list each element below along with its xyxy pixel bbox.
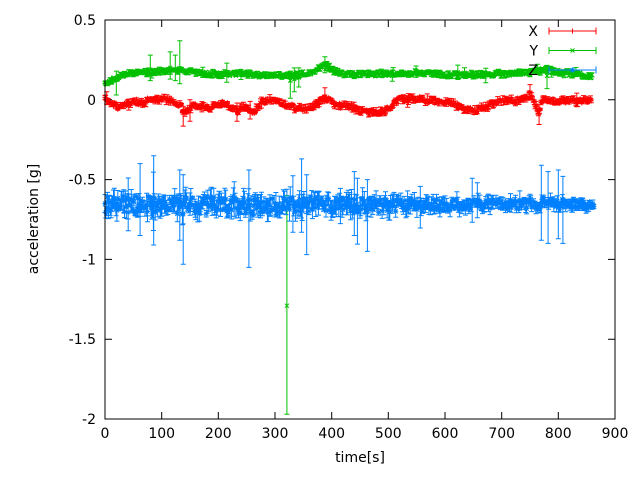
x-axis-title: time[s] [335,450,385,466]
legend-sample-x [548,27,597,35]
legend-label-z: Z [528,63,538,79]
x-tick-label: 500 [375,426,402,442]
x-tick-label: 100 [148,426,175,442]
x-tick-label: 700 [488,426,515,442]
x-tick-label: 800 [545,426,572,442]
x-tick-label: 400 [318,426,345,442]
series-x-path [102,84,594,127]
legend-label-x: X [528,24,538,40]
x-tick-label: 300 [262,426,289,442]
y-tick-label: 0.5 [74,13,96,29]
legend-label-y: Y [528,44,538,60]
plot-border [104,19,616,420]
x-tick-label: 600 [432,426,459,442]
y-tick-label: -1 [82,252,96,268]
y-tick-label: 0 [87,93,96,109]
y-tick-label: -2 [82,412,96,428]
y-tick-label: -1.5 [69,332,96,348]
y-tick-label: -0.5 [69,173,96,189]
y-axis-title: acceleration [g] [26,163,42,275]
x-tick-label: 200 [205,426,232,442]
legend-sample-y [548,47,597,54]
x-tick-label: 0 [101,426,110,442]
x-tick-label: 900 [602,426,629,442]
series-z-path [102,155,597,268]
legend-sample-z [548,66,597,74]
